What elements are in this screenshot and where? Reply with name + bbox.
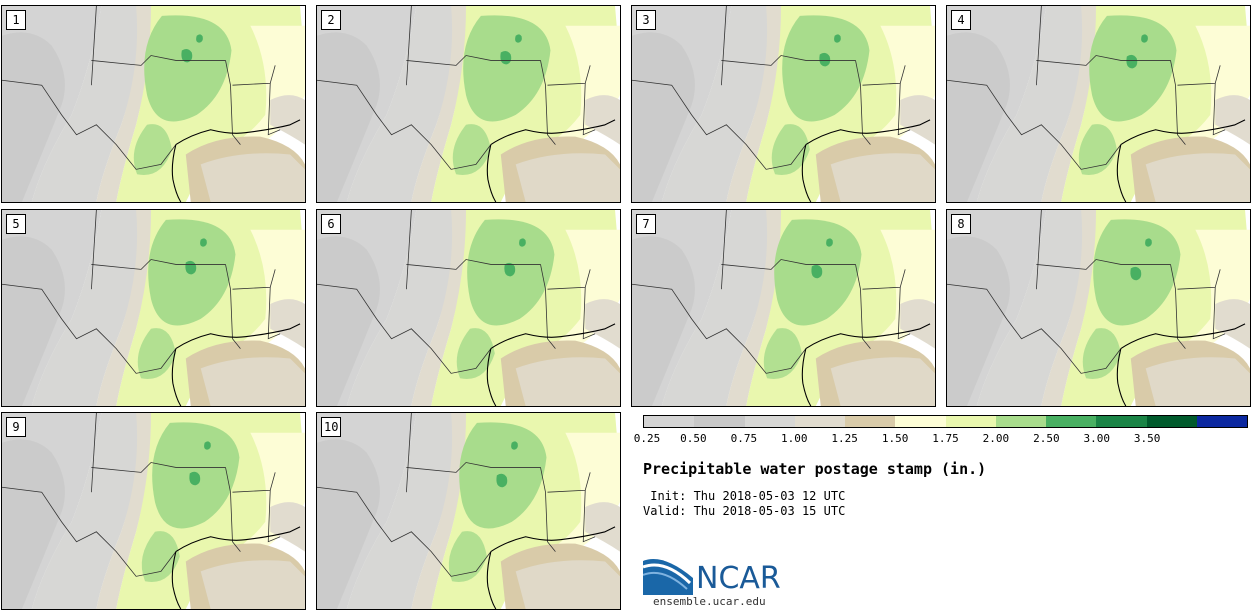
- member-number-badge: 9: [6, 417, 26, 437]
- postage-stamp-map: 7: [631, 209, 936, 407]
- postage-stamp-map: 4: [946, 5, 1251, 203]
- colorbar-tick-label: 3.00: [1083, 432, 1111, 445]
- member-number-badge: 2: [321, 10, 341, 30]
- website-label: ensemble.ucar.edu: [653, 595, 766, 608]
- colorbar-tick-label: 3.50: [1133, 432, 1161, 445]
- colorbar-segment: [945, 416, 996, 427]
- valid-time: Valid: Thu 2018-05-03 15 UTC: [643, 504, 846, 518]
- colorbar-tick-label: 0.75: [730, 432, 758, 445]
- ncar-logo-text: NCAR: [696, 561, 781, 596]
- colorbar-segment: [1046, 416, 1097, 427]
- member-number-badge: 7: [636, 214, 656, 234]
- postage-stamp-map: 9: [1, 412, 306, 610]
- colorbar-ticks: 0.25 0.50 0.75 1.00 1.25 1.50 1.75 2.00 2.50 3.00…: [634, 432, 1248, 448]
- colorbar-segment: [1196, 416, 1247, 427]
- ncar-swoosh-icon: [643, 559, 693, 595]
- colorbar-segment: [794, 416, 845, 427]
- colorbar-segment: [1146, 416, 1197, 427]
- postage-stamp-map: 2: [316, 5, 621, 203]
- member-number-badge: 1: [6, 10, 26, 30]
- member-number-badge: 3: [636, 10, 656, 30]
- member-number-badge: 6: [321, 214, 341, 234]
- member-number-badge: 10: [321, 417, 342, 437]
- postage-stamp-map: 6: [316, 209, 621, 407]
- colorbar-segment: [845, 416, 896, 427]
- colorbar-segment: [1096, 416, 1147, 427]
- colorbar-tick-label: 1.75: [932, 432, 959, 445]
- colorbar-segment: [744, 416, 795, 427]
- postage-stamp-map: 10: [316, 412, 621, 610]
- colorbar-segment: [895, 416, 946, 427]
- postage-stamp-map: 8: [946, 209, 1251, 407]
- colorbar-segment: [694, 416, 745, 427]
- postage-stamp-map: 5: [1, 209, 306, 407]
- postage-stamp-map: 3: [631, 5, 936, 203]
- colorbar-tick-label: 1.50: [881, 432, 909, 445]
- init-time: Init: Thu 2018-05-03 12 UTC: [643, 489, 846, 503]
- colorbar-tick-label: 1.25: [831, 432, 858, 445]
- postage-stamp-map: 1: [1, 5, 306, 203]
- member-number-badge: 8: [951, 214, 971, 234]
- colorbar-tick-label: 0.50: [680, 432, 707, 445]
- member-number-badge: 5: [6, 214, 26, 234]
- colorbar: [643, 415, 1248, 428]
- colorbar-segment: [995, 416, 1046, 427]
- plot-title: Precipitable water postage stamp (in.): [643, 460, 987, 478]
- member-number-badge: 4: [951, 10, 971, 30]
- colorbar-tick-label: 1.00: [781, 432, 808, 445]
- colorbar-tick-label: 2.00: [982, 432, 1010, 445]
- colorbar-tick-label: 0.25: [633, 432, 661, 445]
- colorbar-tick-label: 2.50: [1033, 432, 1060, 445]
- colorbar-segment: [644, 416, 695, 427]
